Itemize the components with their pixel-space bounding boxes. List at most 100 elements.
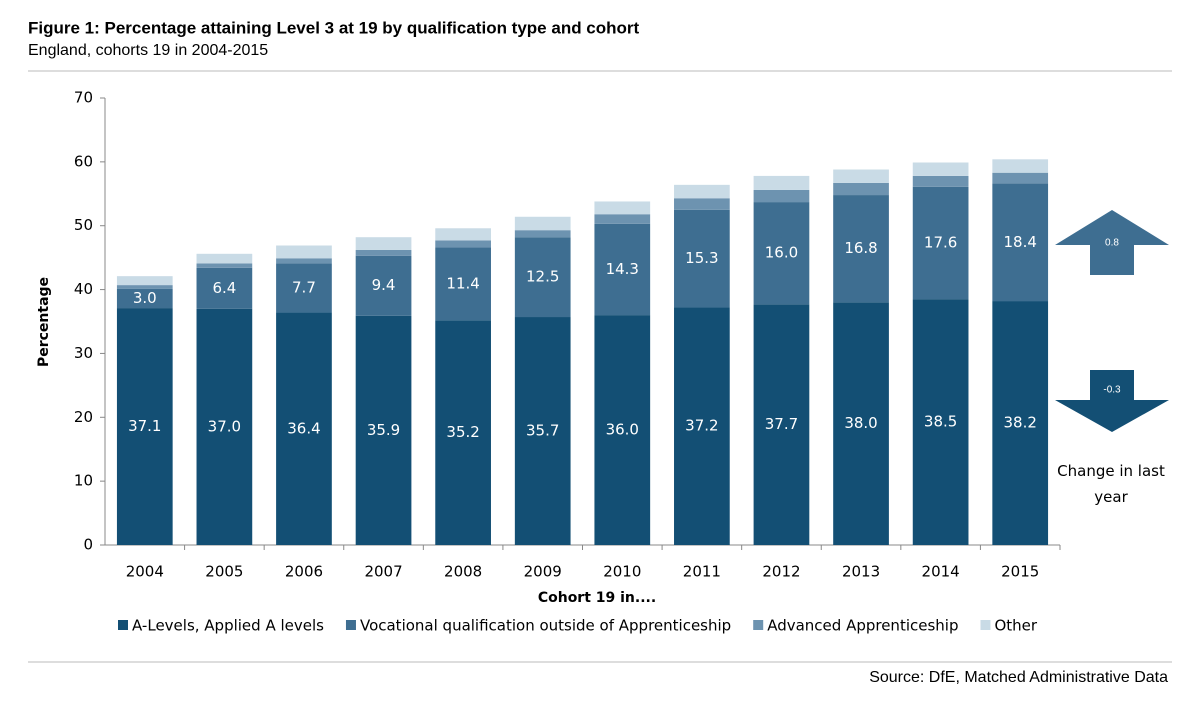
x-tick-label: 2006 xyxy=(285,563,323,581)
change-arrow xyxy=(1055,210,1169,275)
bar-segment xyxy=(753,175,810,190)
bar-segment xyxy=(833,195,889,303)
value-label: 9.4 xyxy=(372,276,396,294)
x-tick-label: 2007 xyxy=(364,563,402,581)
bar-segment xyxy=(594,201,651,215)
change-arrow xyxy=(1055,370,1169,432)
y-tick-label: 30 xyxy=(74,344,93,362)
bar-segment xyxy=(753,189,810,203)
value-label: 38.0 xyxy=(844,414,877,432)
source: Source: DfE, Matched Administrative Data xyxy=(869,669,1168,686)
bar-segment xyxy=(912,162,969,176)
x-tick-label: 2004 xyxy=(126,563,164,581)
bar-segment xyxy=(435,247,491,321)
bar-segment xyxy=(674,209,730,308)
bar-segment xyxy=(912,299,969,545)
x-tick-label: 2012 xyxy=(762,563,800,581)
bar-segment xyxy=(116,308,173,545)
bar-segment xyxy=(196,267,253,309)
bar-segment xyxy=(912,175,969,187)
y-tick-label: 60 xyxy=(74,152,93,170)
value-label: 12.5 xyxy=(526,268,559,286)
value-label: 3.0 xyxy=(133,289,157,307)
bar-segment xyxy=(355,249,412,256)
y-tick-label: 50 xyxy=(74,216,93,234)
x-tick-label: 2013 xyxy=(842,563,880,581)
value-label: 37.0 xyxy=(208,417,241,435)
legend-swatch xyxy=(753,620,764,630)
bar-segment xyxy=(435,320,491,545)
bar-segment xyxy=(833,302,889,545)
bar-segment xyxy=(992,172,1049,184)
value-label: 36.0 xyxy=(606,421,639,439)
y-tick-label: 40 xyxy=(74,280,93,298)
bar-segment xyxy=(276,312,332,545)
bar-segment xyxy=(514,230,571,238)
legend-swatch xyxy=(345,620,356,630)
value-label: 36.4 xyxy=(287,419,320,437)
bar-segment xyxy=(514,237,571,318)
bar-segment xyxy=(992,159,1049,173)
value-label: 18.4 xyxy=(1004,233,1037,251)
bar-segment xyxy=(116,276,173,286)
bar-segment xyxy=(674,198,730,210)
bar-segment xyxy=(594,315,651,545)
value-label: 15.3 xyxy=(685,249,718,267)
value-label: 16.8 xyxy=(844,239,877,257)
bar-segment xyxy=(514,216,571,231)
legend-label: Vocational qualification outside of Appr… xyxy=(360,617,731,635)
change-label: -0.3 xyxy=(1103,385,1121,396)
legend-label: Advanced Apprenticeship xyxy=(767,617,958,635)
bar-segment xyxy=(116,285,173,289)
bar-segment xyxy=(276,263,332,313)
bar-segment xyxy=(912,186,969,300)
chart-title: Figure 1: Percentage attaining Level 3 a… xyxy=(28,18,640,37)
x-tick-label: 2010 xyxy=(603,563,641,581)
x-tick-label: 2008 xyxy=(444,563,482,581)
bar-segment xyxy=(833,169,889,183)
bar-segment xyxy=(833,182,889,196)
chart-subtitle: England, cohorts 19 in 2004-2015 xyxy=(28,42,268,59)
bar-segment xyxy=(992,301,1049,545)
legend-swatch xyxy=(980,620,991,630)
bar-segment xyxy=(276,245,332,259)
bar-segment xyxy=(594,223,651,316)
bar-segment xyxy=(355,315,412,545)
value-label: 17.6 xyxy=(924,233,957,251)
bar-segment xyxy=(116,288,173,309)
y-tick-label: 20 xyxy=(74,408,93,426)
x-tick-label: 2014 xyxy=(922,563,960,581)
value-label: 38.5 xyxy=(924,413,957,431)
value-label: 35.9 xyxy=(367,421,400,439)
bar-segment xyxy=(992,183,1049,302)
value-label: 14.3 xyxy=(606,260,639,278)
y-tick-label: 70 xyxy=(74,89,93,107)
bar-segment xyxy=(196,308,253,545)
legend-swatch xyxy=(118,620,128,630)
y-tick-label: 0 xyxy=(83,536,93,554)
bar-segment xyxy=(753,304,810,545)
legend-label: A-Levels, Applied A levels xyxy=(132,617,324,635)
value-label: 35.7 xyxy=(526,422,559,440)
x-tick-label: 2011 xyxy=(683,563,721,581)
value-label: 37.2 xyxy=(685,417,718,435)
value-label: 37.7 xyxy=(765,415,798,433)
annotation-title: Change in last year xyxy=(1057,462,1165,506)
bar-segment xyxy=(276,258,332,264)
bar-segment xyxy=(196,263,253,268)
bar-segment xyxy=(753,202,810,305)
value-label: 6.4 xyxy=(212,279,236,297)
x-tick-label: 2015 xyxy=(1001,563,1039,581)
value-label: 38.2 xyxy=(1004,414,1037,432)
bar-segment xyxy=(355,255,412,316)
bar-segment xyxy=(674,184,730,199)
bar-segment xyxy=(355,237,412,250)
bar-segment xyxy=(514,317,571,545)
value-label: 37.1 xyxy=(128,417,161,435)
value-label: 16.0 xyxy=(765,244,798,262)
y-axis-label: Percentage xyxy=(36,277,52,367)
bar-segment xyxy=(594,214,651,224)
legend-label: Other xyxy=(994,617,1037,635)
value-label: 35.2 xyxy=(446,423,479,441)
